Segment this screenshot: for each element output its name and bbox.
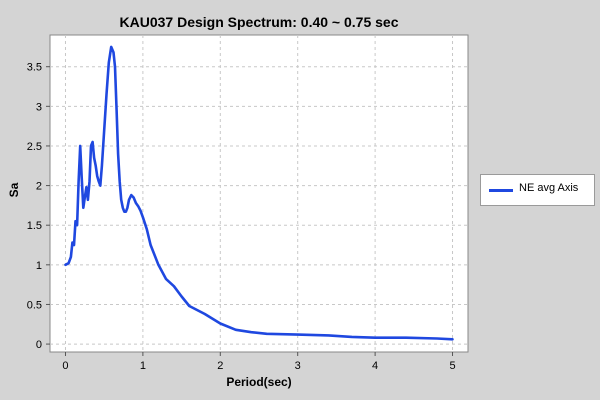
y-tick-label: 3 [36, 101, 42, 113]
x-tick-label: 4 [372, 360, 378, 372]
y-tick-label: 1.5 [27, 220, 42, 232]
x-tick-label: 0 [62, 360, 68, 372]
series-layer [64, 45, 454, 341]
x-tick-label: 2 [217, 360, 223, 372]
x-tick-label: 1 [140, 360, 146, 372]
y-tick-label: 0.5 [27, 299, 42, 311]
chart-title: KAU037 Design Spectrum: 0.40 ~ 0.75 sec [120, 14, 399, 30]
y-tick-label: 3.5 [27, 62, 42, 74]
x-tick-label: 3 [295, 360, 301, 372]
y-axis-label: Sa [7, 182, 21, 197]
x-tick-label: 5 [449, 360, 455, 372]
grid-lines [50, 35, 468, 352]
x-axis-label: Period(sec) [226, 375, 291, 389]
y-tick-label: 0 [36, 339, 42, 351]
y-tick-label: 2 [36, 181, 42, 193]
legend-label: NE avg Axis [519, 182, 579, 194]
legend-swatch [489, 189, 513, 192]
axes: 0 1 2 3 4 5 0 0.5 1 1.5 2 2.5 3 3.5 [27, 62, 456, 372]
series-line-ne-avg-axis [64, 45, 454, 341]
y-tick-label: 1 [36, 260, 42, 272]
y-tick-label: 2.5 [27, 141, 42, 153]
legend: NE avg Axis [480, 174, 595, 206]
